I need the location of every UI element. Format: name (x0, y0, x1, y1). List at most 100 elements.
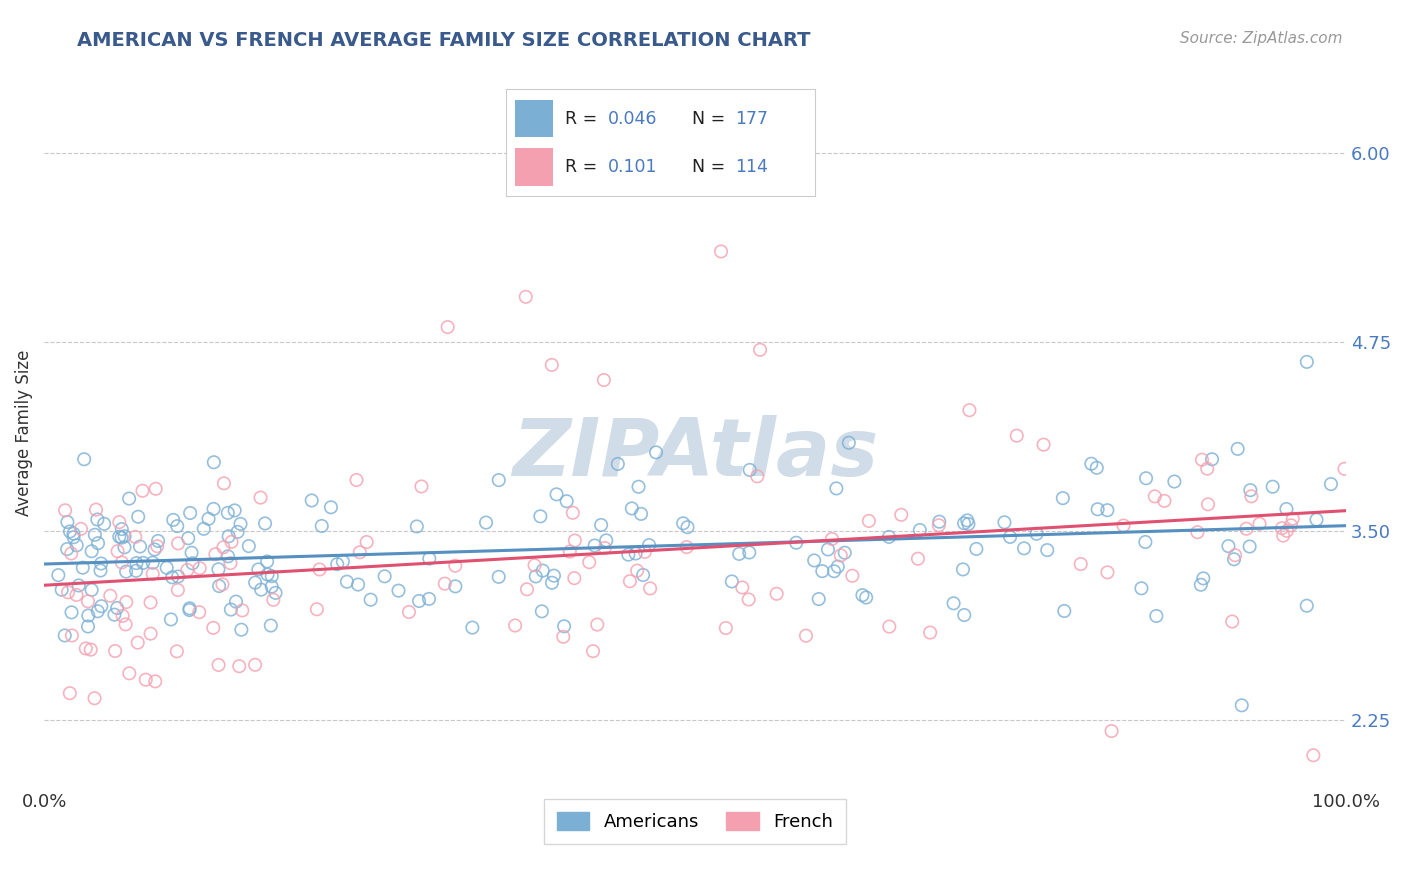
Point (51, 582, 73, 597)
Point (260, 618, 283, 632)
Point (243, 575, 266, 590)
Point (65, 588, 87, 602)
Point (67, 578, 90, 592)
Point (540, 358, 562, 372)
Point (1189, 578, 1212, 592)
Point (1223, 548, 1246, 562)
Point (114, 529, 136, 543)
Point (785, 535, 807, 549)
Point (1153, 494, 1175, 508)
Point (66, 538, 89, 552)
Point (89, 564, 111, 578)
Point (143, 674, 166, 689)
Point (825, 482, 848, 496)
Point (204, 547, 226, 561)
Point (619, 574, 641, 589)
Point (1070, 557, 1092, 571)
Point (1187, 525, 1209, 540)
Point (553, 630, 575, 644)
Point (1144, 609, 1167, 624)
Point (226, 524, 249, 539)
Point (124, 530, 146, 544)
Point (62, 530, 84, 544)
Point (583, 539, 606, 553)
Point (1197, 461, 1219, 475)
Point (672, 516, 695, 531)
Point (645, 169, 668, 183)
Bar (516, 100, 553, 137)
Point (80, 544, 103, 558)
Point (555, 494, 578, 508)
Point (749, 343, 772, 357)
Point (73, 452, 96, 467)
Point (212, 541, 235, 555)
Point (620, 501, 643, 516)
Point (728, 547, 751, 561)
Point (1080, 457, 1102, 471)
Point (103, 607, 125, 622)
Point (1112, 518, 1135, 533)
Point (62, 526, 84, 541)
Point (1333, 462, 1355, 476)
Point (1085, 460, 1108, 475)
Point (105, 601, 128, 615)
Point (1239, 540, 1261, 554)
Point (794, 629, 817, 643)
Point (84, 502, 107, 516)
Point (53, 628, 76, 642)
Point (553, 619, 575, 633)
Point (928, 515, 950, 529)
Point (676, 520, 699, 534)
Text: 0.046: 0.046 (609, 110, 658, 128)
Point (1201, 452, 1223, 467)
Point (1135, 471, 1157, 485)
Point (626, 564, 648, 578)
Point (166, 519, 188, 533)
Point (561, 506, 583, 520)
Point (959, 403, 981, 417)
Point (821, 532, 844, 546)
Point (132, 556, 155, 570)
Point (129, 540, 152, 554)
Point (118, 666, 141, 681)
Point (60, 546, 83, 560)
Text: 0.101: 0.101 (609, 158, 658, 176)
Point (433, 576, 456, 591)
Point (308, 562, 330, 576)
Point (1097, 503, 1119, 517)
Point (624, 546, 647, 560)
Point (606, 457, 628, 471)
Point (254, 516, 277, 531)
Point (247, 562, 270, 576)
Point (166, 644, 188, 658)
Point (675, 540, 697, 554)
Point (595, 533, 617, 548)
Point (993, 516, 1015, 530)
Point (582, 644, 605, 658)
Point (77, 619, 100, 633)
Point (211, 577, 233, 591)
Point (823, 564, 845, 578)
Point (108, 515, 131, 529)
Point (1249, 516, 1271, 531)
Point (225, 594, 247, 608)
Point (1143, 490, 1166, 504)
Point (1197, 497, 1219, 511)
Point (176, 563, 198, 577)
Point (224, 503, 246, 517)
Point (139, 595, 162, 609)
Point (249, 491, 271, 505)
Point (146, 539, 169, 553)
Point (1087, 502, 1109, 516)
Point (638, 582, 661, 596)
Point (953, 516, 976, 531)
Point (207, 657, 229, 672)
Text: N =: N = (692, 110, 731, 128)
Point (530, 604, 553, 618)
Point (115, 565, 138, 579)
Point (738, 545, 761, 559)
Point (243, 657, 266, 672)
Point (737, 592, 759, 607)
Point (228, 659, 250, 673)
Point (86, 604, 108, 618)
